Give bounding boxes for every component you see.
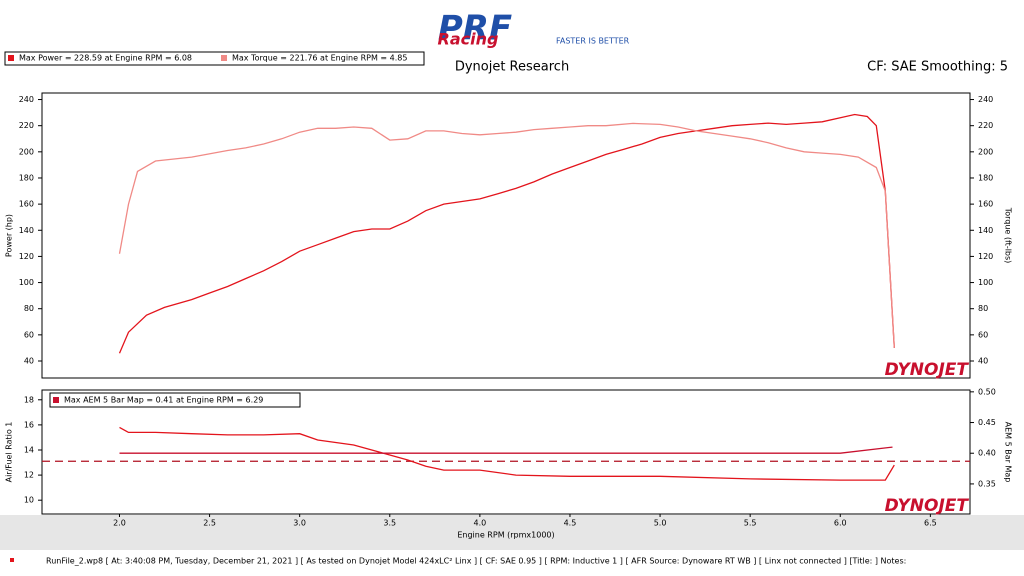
y-tick-label: 60 [24,330,34,339]
watermark: DYNOJET [885,496,970,516]
y2-axis-label: Torque (ft-lbs) [1004,207,1013,264]
y-tick-label: 16 [24,420,34,429]
y2-tick-label: 0.50 [978,387,996,396]
y-tick-label: 120 [19,252,34,261]
y-tick-label: 140 [19,226,34,235]
y2-tick-label: 160 [978,200,993,209]
y-tick-label: 80 [24,304,34,313]
x-tick-label: 5.5 [744,519,757,528]
y-tick-label: 240 [19,95,34,104]
y-tick-label: 10 [24,496,34,505]
plot-frame [41,92,971,379]
legend-swatch [53,397,59,403]
x-tick-label: 6.5 [924,519,937,528]
x-tick-label: 2.0 [113,519,126,528]
x-axis-label: Engine RPM (rpmx1000) [457,531,554,540]
y2-tick-label: 240 [978,95,993,104]
footer-marker [10,558,14,562]
x-tick-label: 4.0 [474,519,487,528]
y-tick-label: 40 [24,357,34,366]
y2-tick-label: 80 [978,304,988,313]
y2-axis-label: AEM 5 Bar Map [1004,422,1013,483]
series-line [119,426,895,481]
series-line [118,122,895,348]
y-tick-label: 14 [24,445,34,454]
x-tick-label: 5.0 [654,519,667,528]
tagline: FASTER IS BETTER [556,37,630,46]
y-axis-label: Power (hp) [5,214,14,257]
y-tick-label: 100 [19,278,34,287]
y2-tick-label: 0.45 [978,418,996,427]
y2-tick-label: 0.35 [978,479,996,488]
y2-tick-label: 100 [978,278,993,287]
x-tick-label: 2.5 [203,519,216,528]
y-axis-label: Air/Fuel Ratio 1 [5,422,14,483]
y2-tick-label: 140 [978,226,993,235]
legend-label: Max Torque = 221.76 at Engine RPM = 4.85 [232,54,407,63]
x-tick-label: 3.0 [293,519,306,528]
y2-tick-label: 220 [978,121,993,130]
y-tick-label: 200 [19,147,34,156]
y2-tick-label: 180 [978,173,993,182]
y-tick-label: 180 [19,173,34,182]
logo: PRF [438,9,512,49]
series-line [118,113,895,354]
y-tick-label: 220 [19,121,34,130]
header-title: Dynojet Research [455,60,569,75]
y2-tick-label: 200 [978,147,993,156]
y2-tick-label: 0.40 [978,449,996,458]
legend-label: Max AEM 5 Bar Map = 0.41 at Engine RPM =… [64,396,263,405]
x-tick-label: 3.5 [383,519,396,528]
logo-script: Racing [438,30,499,49]
watermark: DYNOJET [885,360,970,380]
header-settings: CF: SAE Smoothing: 5 [867,60,1008,75]
legend-label: Max Power = 228.59 at Engine RPM = 6.08 [19,54,192,63]
legend [4,51,425,66]
legend-swatch [221,55,227,61]
plot-frame [41,389,971,515]
axis-band [0,515,1024,550]
legend-swatch [8,55,14,61]
x-tick-label: 4.5 [564,519,577,528]
footer: RunFile_2.wp8 [ At: 3:40:08 PM, Tuesday,… [46,557,906,566]
y2-tick-label: 40 [978,357,988,366]
y-tick-label: 160 [19,200,34,209]
series-line [119,446,893,454]
y2-tick-label: 60 [978,330,988,339]
legend [49,392,301,408]
y-tick-label: 18 [24,395,34,404]
y-tick-label: 12 [24,471,34,480]
y2-tick-label: 120 [978,252,993,261]
x-tick-label: 6.0 [834,519,847,528]
